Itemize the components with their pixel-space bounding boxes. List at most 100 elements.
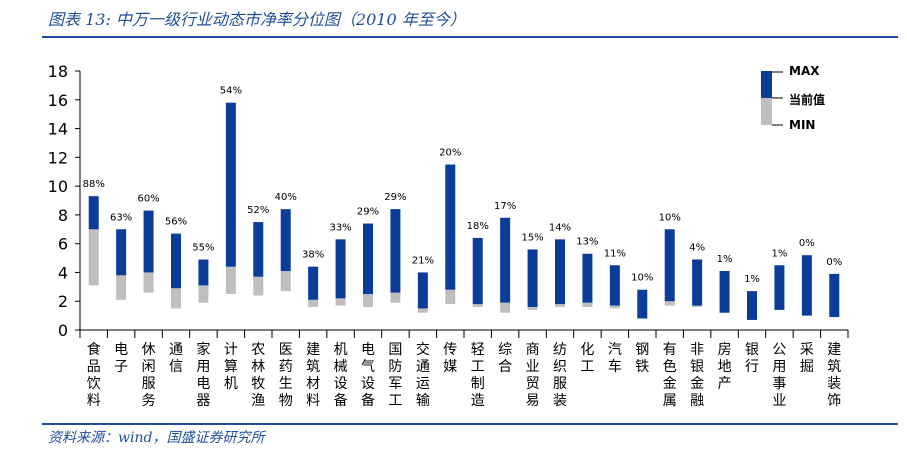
category-label: 汽车 [607,342,622,375]
y-tick-label: 10 [48,177,68,196]
bar-above-current [609,265,620,306]
percentile-label: 0% [826,257,842,268]
bar-above-current [308,266,319,300]
percentile-label: 10% [631,273,653,284]
bar-above-current [198,259,209,286]
category-label: 采掘 [799,342,814,375]
percentile-label: 11% [604,248,626,259]
percentile-label: 17% [494,201,516,212]
y-tick-label: 2 [58,292,68,311]
category-label: 计算机 [223,342,238,392]
y-tick-label: 4 [58,263,68,282]
category-label: 化工 [580,342,595,375]
bar-above-current [171,233,181,289]
category-label: 建筑材料 [306,342,321,409]
percentile-label: 21% [412,255,434,266]
bar-below-current [308,299,319,307]
bar-below-current [582,302,593,307]
bar-above-current [225,102,236,267]
percentile-label: 1% [717,254,733,265]
category-label: 休闲服务 [141,342,156,409]
bar-above-current [253,222,264,277]
bar-below-current [417,308,428,313]
bar-above-current [719,271,730,313]
bar-above-current [555,239,565,305]
bar-below-current [225,266,236,295]
bar-above-current [116,229,127,276]
percentile-label: 52% [247,205,269,216]
bar-above-current [829,273,840,318]
percentile-label: 1% [744,274,760,285]
bar-above-current [692,259,703,306]
category-label: 电子 [114,342,129,375]
category-label: 电气设备 [361,342,375,409]
percentile-label: 38% [302,250,324,261]
category-label: 钢铁 [635,342,650,375]
category-label: 国防军工 [388,342,403,409]
bar-below-current [609,305,620,309]
bar-below-current [664,301,675,306]
category-label: 建筑装饰 [827,342,842,409]
category-label: 农林牧渔 [251,342,266,409]
category-label: 传媒 [443,342,458,375]
bar-below-current [445,289,456,305]
bar-below-current [171,288,181,309]
y-tick-label: 12 [48,148,68,167]
category-label: 食品饮料 [86,342,101,409]
bar-below-current [116,275,127,300]
category-label: 房地产 [717,342,732,392]
percentile-label: 56% [165,217,187,228]
bar-below-current [198,285,209,303]
bar-above-current [582,253,593,303]
category-label: 通信 [169,342,183,375]
percentile-label: 29% [357,207,379,218]
category-label: 有色金属 [662,342,677,409]
bar-above-current [445,164,456,290]
bar-below-current [390,292,401,303]
category-label: 机械设备 [333,342,348,409]
percentile-label: 0% [799,238,815,249]
percentile-label: 60% [137,194,159,205]
percentile-label: 54% [220,86,242,97]
percentile-label: 20% [439,148,461,159]
bar-above-current [801,255,812,316]
percentile-label: 55% [192,242,214,253]
bar-above-current [280,209,291,272]
bar-above-current [774,265,785,310]
percentile-label: 10% [659,212,681,223]
bar-above-current [335,239,346,299]
category-label: 交通运输 [415,342,430,409]
percentile-label: 88% [83,179,105,190]
percentile-label: 40% [275,192,297,203]
y-tick-label: 6 [58,235,68,254]
category-label: 纺织服装 [553,342,567,409]
bar-below-current [335,298,346,306]
bar-above-current [390,209,401,293]
legend-swatch-range [761,71,772,98]
bar-above-current [363,223,373,295]
bar-above-current [527,249,538,307]
y-tick-label: 18 [48,62,68,81]
legend-label: 当前值 [789,93,826,107]
y-tick-label: 8 [58,206,68,225]
bar-above-current [472,237,483,305]
percentile-label: 13% [576,237,598,248]
chart-title: 图表 13: 中万一级行业动态市净率分位图（2010 年至今） [48,10,466,29]
bar-above-current [500,217,511,303]
bar-below-current [253,276,264,296]
category-label: 家用电器 [196,342,211,409]
bar-above-current [664,229,675,302]
legend-label: MAX [789,64,820,78]
bar-below-current [143,272,154,293]
category-label: 商业贸易 [525,342,540,409]
percentile-label: 29% [384,192,406,203]
bar-below-current [280,271,291,292]
percentile-label: 1% [771,248,787,259]
percentile-label: 63% [110,212,132,223]
bar-below-current [692,305,703,307]
category-label: 非银金融 [690,342,705,409]
bar-below-current [88,229,99,286]
bar-below-current [527,306,538,310]
percentile-label: 4% [689,242,705,253]
